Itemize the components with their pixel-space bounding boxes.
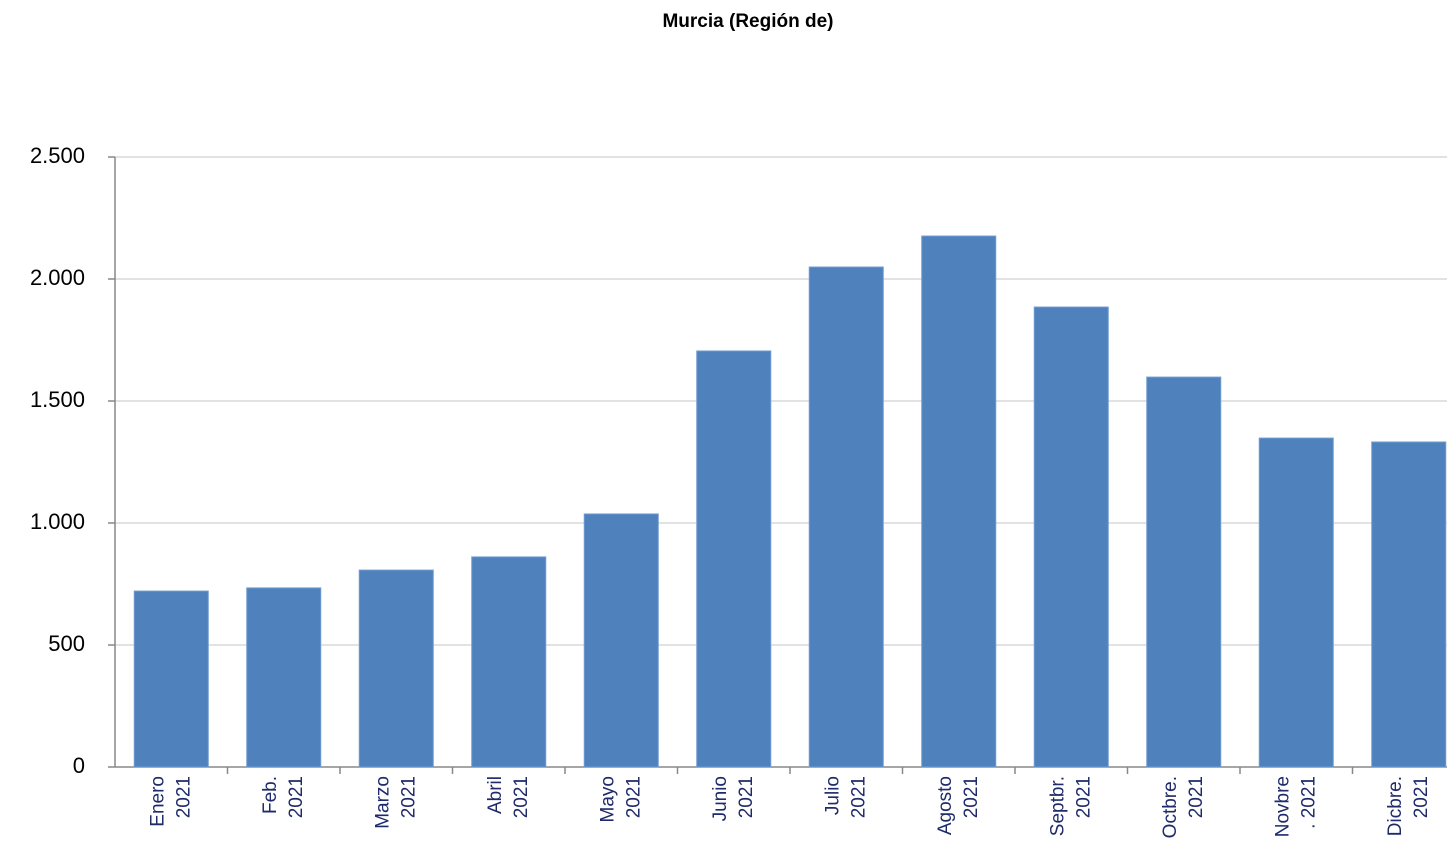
x-tick-label: 2021 — [736, 776, 757, 818]
x-tick-label: Julio — [822, 776, 843, 815]
y-tick-label: 500 — [48, 631, 85, 656]
bar — [1258, 437, 1334, 768]
x-tick-label: Septbr. — [1047, 776, 1068, 836]
x-tick-label: Novbre — [1272, 776, 1293, 837]
y-tick-label: 2.000 — [30, 265, 85, 290]
x-tick-label: . 2021 — [1298, 776, 1319, 829]
x-tick-label: 2021 — [848, 776, 869, 818]
bar — [696, 350, 772, 768]
x-tick-label: 2021 — [286, 776, 307, 818]
y-tick-label: 1.000 — [30, 509, 85, 534]
x-tick-label: 2021 — [1186, 776, 1207, 818]
x-tick-label: Agosto — [935, 776, 956, 835]
bar — [1033, 306, 1109, 768]
x-tick-label: Feb. — [260, 776, 281, 814]
chart-title: Murcia (Región de) — [662, 11, 833, 32]
x-tick-label: Dicbre. — [1385, 776, 1406, 836]
y-tick-label: 0 — [73, 753, 85, 778]
x-tick-label: 2021 — [623, 776, 644, 818]
x-tick-label: 2021 — [961, 776, 982, 818]
bar — [471, 556, 547, 768]
x-tick-label: 2021 — [398, 776, 419, 818]
x-tick-label: Octbre. — [1160, 776, 1181, 838]
bar — [808, 266, 884, 768]
x-tick-label: Marzo — [372, 776, 393, 829]
y-tick-label: 1.500 — [30, 387, 85, 412]
y-tick-label: 2.500 — [30, 143, 85, 168]
x-tick-label: Enero — [147, 776, 168, 827]
x-tick-label: Junio — [710, 776, 731, 821]
x-tick-label: 2021 — [173, 776, 194, 818]
bar — [1371, 441, 1447, 768]
x-tick-label: Abril — [485, 776, 506, 814]
bar — [133, 590, 209, 768]
bar — [246, 587, 322, 768]
bar — [921, 235, 997, 768]
bar — [583, 513, 659, 768]
x-tick-label: 2021 — [1073, 776, 1094, 818]
x-tick-label: Mayo — [597, 776, 618, 822]
bar — [1146, 376, 1222, 768]
x-tick-label: 2021 — [511, 776, 532, 818]
x-tick-label: 2021 — [1411, 776, 1432, 818]
bar — [358, 569, 434, 768]
